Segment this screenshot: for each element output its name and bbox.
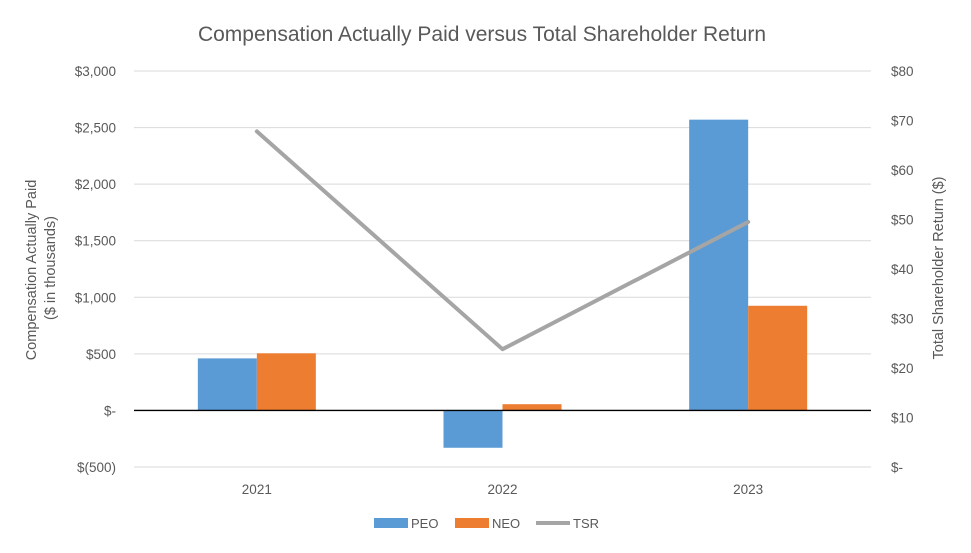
x-axis-ticks: 2021 2022 2023	[242, 482, 763, 497]
left-axis-title: Compensation Actually Paid ($ in thousan…	[24, 176, 59, 361]
right-tick-label: $-	[891, 460, 903, 475]
left-tick-label: $2,000	[75, 177, 116, 192]
right-tick-label: $50	[891, 213, 914, 228]
x-tick-label: 2023	[733, 482, 763, 497]
left-tick-label: $3,000	[75, 64, 116, 79]
left-tick-label: $-	[104, 403, 116, 418]
right-tick-label: $60	[891, 163, 914, 178]
right-tick-label: $70	[891, 114, 914, 129]
right-tick-label: $40	[891, 262, 914, 277]
legend-swatch-neo	[455, 518, 489, 528]
x-tick-label: 2022	[487, 482, 517, 497]
bar-peo	[443, 410, 503, 448]
bar-neo	[256, 353, 316, 411]
left-tick-label: $2,500	[75, 121, 116, 136]
legend-label-tsr: TSR	[573, 516, 599, 531]
bar-peo	[197, 358, 257, 411]
left-tick-label: $(500)	[77, 460, 116, 475]
bars	[197, 119, 808, 448]
legend-label-neo: NEO	[492, 516, 520, 531]
right-tick-label: $80	[891, 64, 914, 79]
left-axis-title-line1: Compensation Actually Paid	[24, 180, 40, 361]
right-tick-label: $20	[891, 361, 914, 376]
x-tick-label: 2021	[242, 482, 272, 497]
bar-neo	[748, 305, 808, 411]
left-tick-label: $1,000	[75, 290, 116, 305]
bar-neo	[502, 404, 562, 411]
right-axis-title: Total Shareholder Return ($)	[931, 177, 947, 360]
bar-peo	[689, 119, 749, 411]
right-axis-ticks: $80 $70 $60 $50 $40 $30 $20 $10 $-	[891, 64, 914, 475]
left-tick-label: $1,500	[75, 234, 116, 249]
legend-swatch-peo	[374, 518, 408, 528]
legend: PEO NEO TSR	[374, 516, 599, 531]
left-axis-ticks: $3,000 $2,500 $2,000 $1,500 $1,000 $500 $- $(50…	[75, 64, 116, 475]
tsr-line-group	[254, 129, 751, 352]
right-tick-label: $30	[891, 312, 914, 327]
legend-label-peo: PEO	[411, 516, 438, 531]
chart-title: Compensation Actually Paid versus Total …	[198, 23, 766, 46]
right-tick-label: $10	[891, 411, 914, 426]
line-tsr	[254, 129, 751, 352]
left-axis-title-line2: ($ in thousands)	[43, 216, 59, 320]
left-tick-label: $500	[86, 347, 116, 362]
